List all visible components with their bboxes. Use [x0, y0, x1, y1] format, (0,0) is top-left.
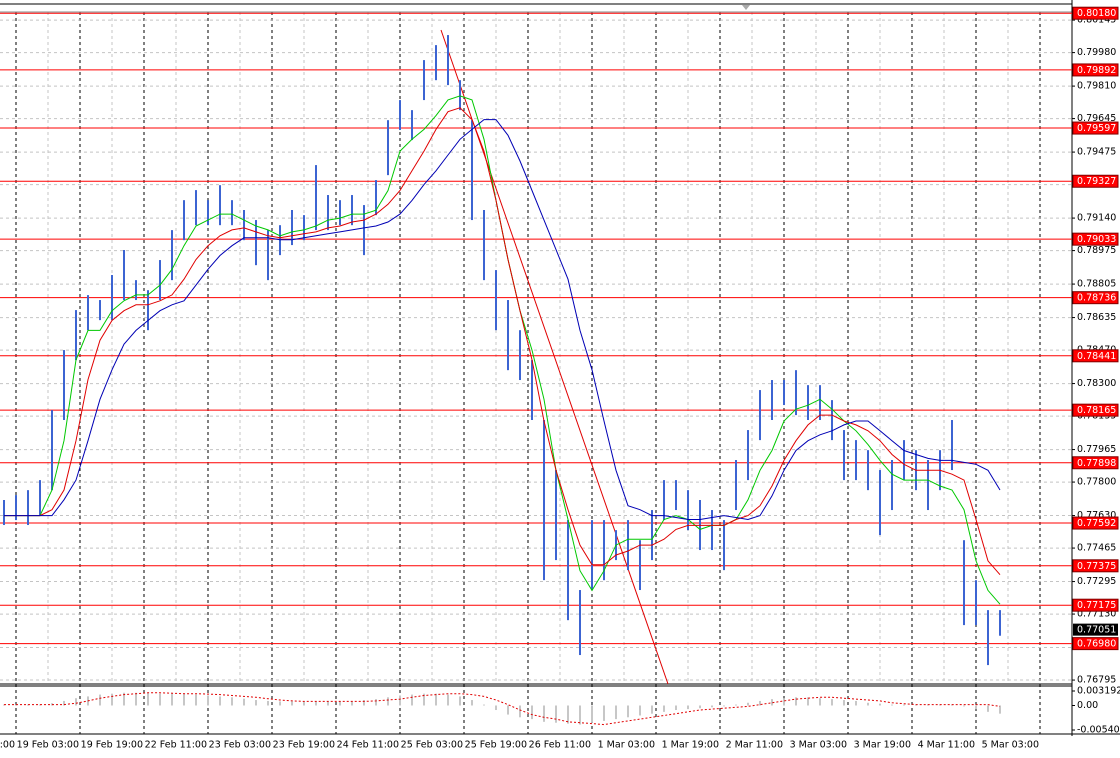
y-tick-label: 0.77800	[1077, 477, 1116, 488]
y-tick-label: 0.77295	[1077, 576, 1116, 587]
y-tick-label: 0.78300	[1077, 378, 1116, 389]
y-tick-label: 0.77130	[1077, 609, 1116, 620]
x-tick-label: 1:00	[0, 740, 15, 751]
level-label-box	[1072, 6, 1119, 20]
y-tick-label: 0.76795	[1077, 675, 1116, 686]
moving-average	[4, 119, 1001, 521]
level-label: 0.77375	[1077, 561, 1116, 572]
x-tick-label: 23 Feb 03:00	[209, 740, 271, 751]
level-label-box	[1072, 456, 1119, 470]
x-tick-label: 5 Mar 03:00	[982, 740, 1039, 751]
level-label: 0.79892	[1077, 65, 1116, 76]
x-tick-label: 24 Feb 11:00	[337, 740, 399, 751]
level-label-box	[1072, 403, 1119, 417]
y-tick-label: 0.80145	[1077, 15, 1116, 26]
level-label-box	[1072, 232, 1119, 246]
y-tick-label: 0.79140	[1077, 213, 1116, 224]
y-tick-label: 0.77465	[1077, 543, 1116, 554]
x-tick-label: 22 Feb 11:00	[145, 740, 207, 751]
shift-marker	[742, 5, 750, 10]
level-label-box	[1072, 174, 1119, 188]
level-label-box	[1072, 637, 1119, 651]
panel-y-tick-label: 0.003192	[1077, 685, 1120, 696]
level-label-box	[1072, 349, 1119, 363]
y-tick-label: 0.79645	[1077, 113, 1116, 124]
level-label: 0.77898	[1077, 458, 1116, 469]
x-tick-label: 2 Mar 11:00	[726, 740, 783, 751]
x-tick-label: 25 Feb 19:00	[465, 740, 527, 751]
y-tick-label: 0.77965	[1077, 444, 1116, 455]
x-tick-label: 1 Mar 19:00	[662, 740, 719, 751]
level-label: 0.77592	[1077, 518, 1116, 529]
x-tick-label: 23 Feb 19:00	[273, 740, 335, 751]
level-label: 0.80180	[1077, 8, 1116, 19]
current-price-box	[1073, 623, 1118, 636]
moving-average	[4, 107, 1001, 576]
x-tick-label: 4 Mar 11:00	[918, 740, 975, 751]
level-label: 0.78441	[1077, 351, 1116, 362]
y-tick-label: 0.79810	[1077, 81, 1116, 92]
level-label: 0.77175	[1077, 600, 1116, 611]
level-label-box	[1072, 121, 1119, 135]
level-label-box	[1072, 598, 1119, 612]
level-label: 0.78165	[1077, 405, 1116, 416]
level-label-box	[1072, 559, 1119, 573]
level-label: 0.78736	[1077, 293, 1116, 304]
grid-layer	[0, 12, 1073, 734]
signal-line	[4, 692, 1001, 726]
x-tick-label: 19 Feb 19:00	[81, 740, 143, 751]
y-tick-label: 0.79980	[1077, 47, 1116, 58]
level-label: 0.76980	[1077, 639, 1116, 650]
level-label-box	[1072, 291, 1119, 305]
level-label: 0.79327	[1077, 176, 1116, 187]
x-tick-label: 3 Mar 03:00	[790, 740, 847, 751]
level-label: 0.79597	[1077, 123, 1116, 134]
current-price-label: 0.77051	[1077, 625, 1116, 636]
x-tick-label: 26 Feb 11:00	[529, 740, 591, 751]
level-label-box	[1072, 63, 1119, 77]
y-tick-label: 0.79475	[1077, 147, 1116, 158]
x-tick-label: 3 Mar 19:00	[854, 740, 911, 751]
panel-y-tick-label: -0.005401	[1077, 725, 1120, 736]
x-tick-label: 25 Feb 03:00	[401, 740, 463, 751]
y-tick-label: 0.78975	[1077, 245, 1116, 256]
y-tick-label: 0.77630	[1077, 510, 1116, 521]
trend-line	[440, 29, 669, 685]
x-tick-label: 19 Feb 03:00	[17, 740, 79, 751]
level-label: 0.79033	[1077, 234, 1116, 245]
y-tick-label: 0.78805	[1077, 279, 1116, 290]
panel-y-tick-label: 0.00	[1077, 700, 1098, 711]
y-tick-label: 0.78635	[1077, 312, 1116, 323]
level-label-box	[1072, 516, 1119, 530]
x-tick-label: 1 Mar 03:00	[598, 740, 655, 751]
